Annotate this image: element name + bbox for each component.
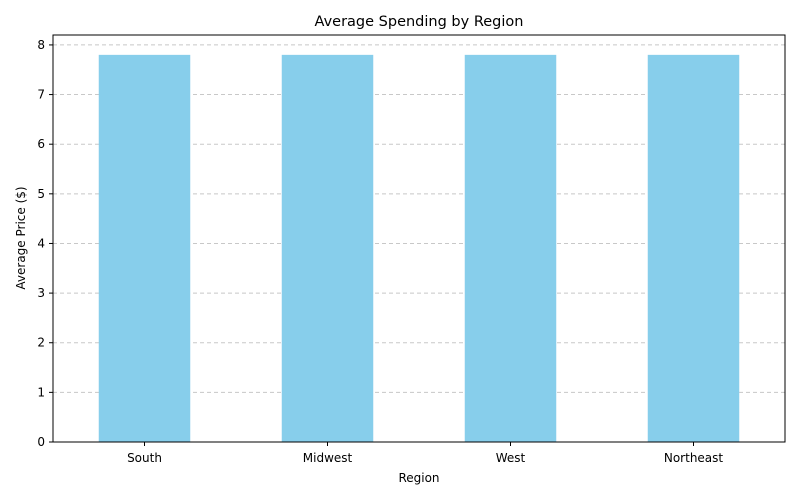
y-tick-labels: 0 1 2 3 4 5 6 7 8 — [37, 38, 45, 449]
x-axis-label: Region — [398, 471, 439, 485]
bar-west — [464, 54, 557, 442]
x-tick-label: Northeast — [664, 451, 724, 465]
y-tick-label: 8 — [37, 38, 45, 52]
y-tick-label: 6 — [37, 137, 45, 151]
x-tick-label: South — [127, 451, 162, 465]
y-tick-label: 5 — [37, 187, 45, 201]
y-tick-label: 2 — [37, 336, 45, 350]
y-tick-label: 7 — [37, 88, 45, 102]
axes — [49, 34, 786, 446]
x-tick-labels: South Midwest West Northeast — [127, 451, 723, 465]
y-tick-label: 4 — [37, 236, 45, 250]
x-tick-label: West — [496, 451, 526, 465]
y-tick-label: 1 — [37, 385, 45, 399]
y-tick-label: 0 — [37, 435, 45, 449]
chart-title: Average Spending by Region — [315, 14, 524, 30]
y-axis-label: Average Price ($) — [14, 186, 28, 289]
x-tick-label: Midwest — [303, 451, 353, 465]
bar-northeast — [647, 54, 740, 442]
bars — [98, 54, 740, 442]
plot-frame — [52, 34, 786, 443]
bar-midwest — [281, 54, 374, 442]
bar-south — [98, 54, 191, 442]
y-tick-label: 3 — [37, 286, 45, 300]
